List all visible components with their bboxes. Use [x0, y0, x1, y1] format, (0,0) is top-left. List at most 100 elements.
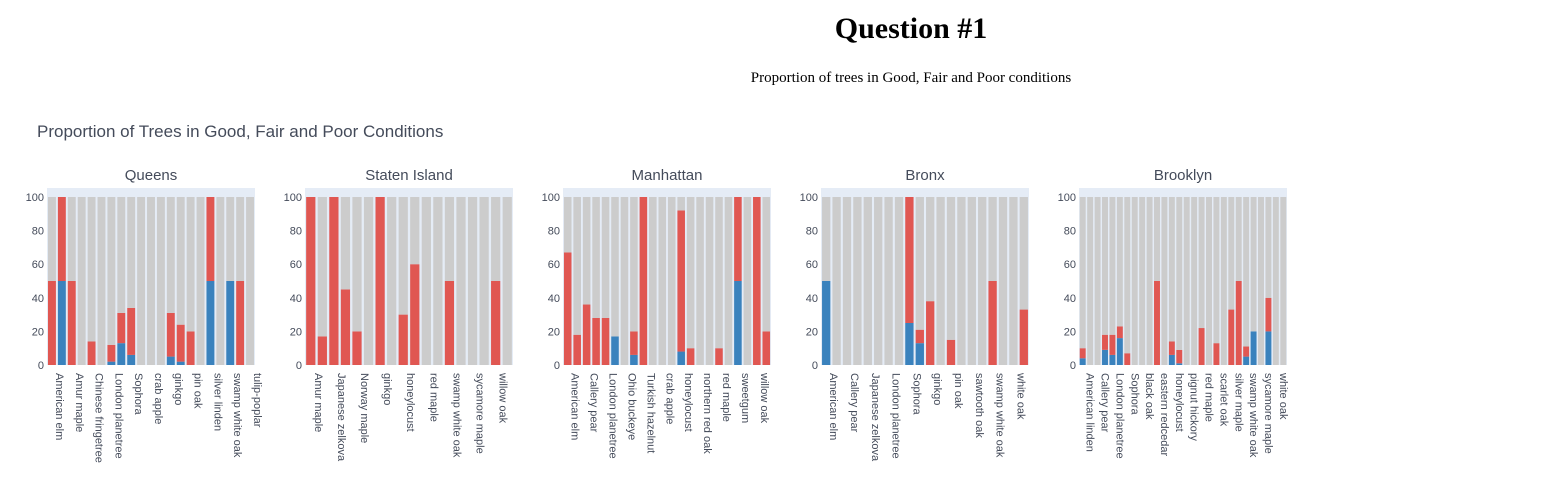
- bar-fair: [677, 210, 685, 352]
- bar-poor: [226, 281, 235, 365]
- bar-good: [1102, 197, 1108, 335]
- bar-fair: [1176, 349, 1183, 364]
- x-tick-label: honeylocust: [682, 373, 694, 432]
- bar-poor: [166, 356, 175, 365]
- bar-poor: [1176, 363, 1183, 365]
- y-tick-label: 0: [1070, 360, 1076, 372]
- y-tick-label: 40: [548, 293, 560, 305]
- bar-poor: [1265, 331, 1272, 365]
- x-tick-label: Japanese zelkova: [869, 373, 881, 462]
- bar-good: [502, 197, 512, 365]
- bar-good: [998, 197, 1008, 365]
- bar-fair: [601, 317, 610, 365]
- bar-good: [1009, 197, 1018, 365]
- bar-good: [832, 197, 841, 365]
- bar-good: [444, 197, 455, 281]
- bar-good: [433, 197, 443, 365]
- x-tick-label: sycamore maple: [474, 373, 486, 454]
- x-tick-label: sweetgum: [739, 373, 751, 423]
- y-tick-label: 60: [290, 259, 302, 271]
- bar-fair: [176, 324, 185, 362]
- bar-good: [479, 197, 489, 365]
- bar-fair: [1213, 343, 1220, 365]
- bar-poor: [905, 323, 914, 365]
- x-tick-label: pignut hickory: [1188, 373, 1200, 441]
- bar-good: [967, 197, 976, 365]
- bar-fair: [1154, 281, 1160, 365]
- bar-fair: [563, 252, 572, 365]
- bar-fair: [715, 348, 723, 365]
- bar-good: [216, 197, 225, 365]
- bar-fair: [1019, 309, 1028, 365]
- x-tick-label: ginkgo: [931, 373, 943, 405]
- bar-good: [226, 197, 235, 281]
- x-tick-label: scarlet oak: [1217, 373, 1229, 427]
- x-tick-label: sycamore maple: [1262, 373, 1274, 454]
- x-tick-label: pin oak: [192, 373, 204, 409]
- bar-good: [1176, 197, 1183, 350]
- bar-good: [601, 197, 610, 318]
- bar-fair: [206, 197, 215, 281]
- bar-good: [978, 197, 987, 365]
- bar-good: [724, 197, 733, 365]
- panel-title: Queens: [125, 167, 178, 184]
- bar-good: [1139, 197, 1146, 365]
- y-tick-label: 20: [1064, 326, 1076, 338]
- bar-good: [946, 197, 956, 340]
- x-tick-label: silver linden: [211, 373, 223, 431]
- x-tick-label: swamp white oak: [231, 373, 243, 458]
- bar-good: [246, 197, 255, 365]
- y-tick-label: 60: [806, 259, 818, 271]
- bar-good: [1116, 197, 1123, 327]
- bar-good: [926, 197, 935, 302]
- panel-title: Manhattan: [632, 167, 703, 184]
- bar-fair: [375, 197, 385, 365]
- x-tick-label: American elm: [827, 373, 839, 440]
- bar-fair: [410, 264, 420, 365]
- bar-good: [87, 197, 96, 342]
- bar-poor: [57, 281, 66, 365]
- bar-fair: [57, 197, 66, 281]
- x-tick-label: willow oak: [758, 372, 770, 424]
- bar-fair: [117, 312, 126, 344]
- x-tick-label: Amur maple: [312, 373, 324, 432]
- x-tick-label: red maple: [1203, 373, 1215, 422]
- x-tick-label: northern red oak: [701, 373, 713, 454]
- x-tick-label: Amur maple: [73, 373, 85, 432]
- bar-fair: [47, 281, 56, 365]
- bar-fair: [926, 301, 935, 365]
- bar-good: [421, 197, 431, 365]
- x-tick-label: Callery pear: [1099, 373, 1111, 433]
- y-tick-label: 20: [290, 326, 302, 338]
- bar-good: [387, 197, 397, 365]
- bar-fair: [236, 281, 245, 365]
- x-tick-label: American elm: [569, 373, 581, 440]
- bar-good: [398, 197, 408, 315]
- bar-fair: [1102, 334, 1108, 350]
- bar-fair: [444, 281, 455, 365]
- panel-background: [821, 188, 1029, 365]
- x-tick-label: Japanese zelkova: [335, 373, 347, 462]
- bar-good: [743, 197, 752, 365]
- x-tick-label: crab apple: [152, 373, 164, 424]
- x-tick-label: ginkgo: [172, 373, 184, 405]
- bar-good: [936, 197, 945, 365]
- bar-good: [1079, 197, 1086, 349]
- bar-fair: [592, 317, 600, 365]
- x-tick-label: Sophora: [910, 373, 922, 415]
- bar-good: [1258, 197, 1264, 365]
- x-tick-label: Callery pear: [588, 373, 600, 433]
- bar-good: [410, 197, 420, 265]
- y-tick-label: 20: [32, 326, 44, 338]
- bar-good: [176, 197, 185, 325]
- bar-poor: [630, 354, 638, 365]
- bar-fair: [398, 314, 408, 365]
- bar-fair: [1079, 348, 1086, 359]
- bar-fair: [905, 197, 914, 323]
- bar-good: [658, 197, 667, 365]
- panel-brooklyn: Brooklyn 0 20 40 60 80 100 American linden Calle…: [1058, 167, 1289, 459]
- bar-good: [715, 197, 723, 349]
- x-tick-label: Sophora: [1128, 373, 1140, 415]
- bar-good: [196, 197, 205, 365]
- bar-fair: [1109, 334, 1116, 355]
